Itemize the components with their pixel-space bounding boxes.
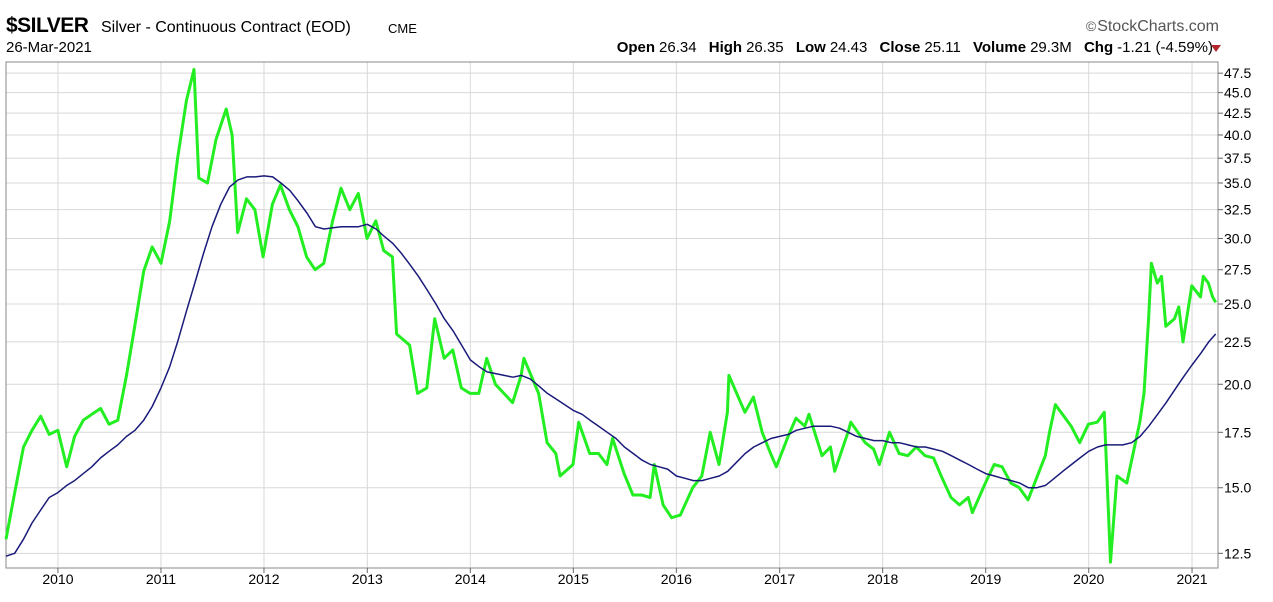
x-tick-label: 2021: [1176, 571, 1207, 587]
down-triangle-icon: [1211, 45, 1221, 52]
x-tick-label: 2019: [970, 571, 1001, 587]
low-value: 24.43: [829, 39, 868, 56]
y-tick-label: 42.5: [1224, 105, 1251, 121]
high-value: 26.35: [746, 39, 784, 56]
y-tick-label: 40.0: [1224, 127, 1251, 143]
moving-average-line: [5, 175, 1217, 557]
low-label: Low: [795, 39, 826, 56]
copyright-icon: ©: [1085, 18, 1097, 34]
x-tick-label: 2013: [352, 571, 383, 587]
close-value: 25.11: [924, 39, 961, 56]
change-value: -1.21 (-4.59%): [1117, 39, 1213, 56]
y-tick-label: 37.5: [1224, 150, 1251, 166]
y-tick-label: 17.5: [1224, 424, 1251, 440]
x-tick-label: 2016: [661, 571, 692, 587]
y-tick-label: 30.0: [1224, 230, 1251, 246]
x-tick-label: 2015: [558, 571, 589, 587]
instrument-description: Silver - Continuous Contract (EOD): [101, 19, 351, 36]
x-axis: 2010 2011 2012 2013 2014 2015 2016 2017 2018 2019…: [42, 568, 1208, 587]
y-tick-label: 47.5: [1224, 65, 1251, 81]
y-tick-label: 35.0: [1224, 175, 1251, 191]
y-tick-label: 45.0: [1224, 85, 1251, 101]
brand-label: StockCharts.com: [1097, 18, 1219, 35]
stockcharts-brand[interactable]: ©StockCharts.com: [1086, 18, 1219, 36]
ticker-symbol: $SILVER: [6, 14, 89, 37]
x-tick-label: 2010: [42, 571, 73, 587]
y-axis: 12.5 15.0 17.5 20.0 22.5 25.0 27.5 30.0 32.5 35.0…: [1218, 65, 1251, 561]
x-tick-label: 2011: [146, 571, 176, 587]
y-tick-label: 25.0: [1224, 296, 1251, 312]
y-tick-label: 22.5: [1224, 334, 1251, 350]
volume-value: 29.3M: [1030, 39, 1072, 56]
change-label: Chg: [1083, 39, 1114, 56]
y-tick-label: 27.5: [1224, 262, 1251, 278]
price-stats: Open 26.34 High 26.35 Low 24.43 Close 25.11 …: [609, 39, 1213, 56]
open-label: Open: [616, 39, 656, 56]
close-label: Close: [879, 39, 921, 56]
chart-series: [4, 67, 1218, 564]
x-tick-label: 2020: [1073, 571, 1104, 587]
plot-frame: [5, 61, 1219, 569]
x-tick-label: 2012: [248, 571, 279, 587]
high-label: High: [708, 39, 743, 56]
exchange-label: CME: [388, 21, 417, 36]
y-tick-label: 32.5: [1224, 202, 1251, 218]
chart-grid: [6, 62, 1218, 568]
x-tick-label: 2018: [867, 571, 898, 587]
x-tick-label: 2017: [764, 571, 795, 587]
x-tick-label: 2014: [455, 571, 486, 587]
price-line: [4, 67, 1218, 564]
chart-header: $SILVER Silver - Continuous Contract (EO…: [0, 0, 1273, 60]
y-tick-label: 15.0: [1224, 480, 1251, 496]
chart-date: 26-Mar-2021: [6, 39, 92, 56]
volume-label: Volume: [973, 39, 1027, 56]
open-value: 26.34: [659, 39, 697, 56]
y-tick-label: 12.5: [1224, 545, 1251, 561]
y-tick-label: 20.0: [1224, 376, 1251, 392]
